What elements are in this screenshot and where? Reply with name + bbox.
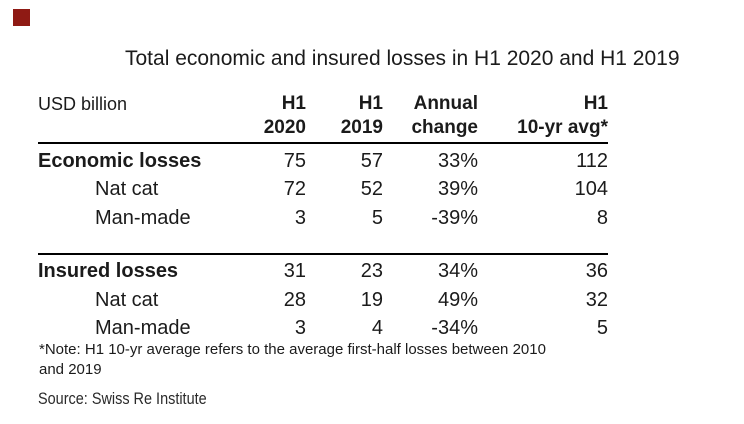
section-economic-losses: Economic losses 75 57 33% 112 Nat cat 72… <box>38 147 608 233</box>
value-h1-2019: 5 <box>371 206 383 229</box>
table-row-insured-nat-cat: Nat cat 28 19 49% 32 <box>38 286 608 315</box>
value-h1-2019: 4 <box>371 317 383 340</box>
value-10yr-avg: 8 <box>596 206 608 229</box>
row-label: Insured losses <box>38 260 179 283</box>
table-row-insured-man-made: Man-made 3 4 -34% 5 <box>38 315 608 344</box>
value-h1-2020: 3 <box>294 317 306 340</box>
value-h1-2020: 31 <box>283 260 306 283</box>
value-h1-2020: 72 <box>283 178 306 201</box>
table-header-line2: 2020 2019 change 10-yr avg* <box>38 116 608 140</box>
value-annual-change: 49% <box>437 288 478 311</box>
col-header-annual-change-line1: Annual <box>413 93 478 114</box>
value-10yr-avg: 112 <box>576 149 608 172</box>
header-rule <box>38 142 608 144</box>
footnote: *Note: H1 10-yr average refers to the av… <box>39 340 546 379</box>
section-divider-rule <box>38 252 608 255</box>
source-attribution: Source: Swiss Re Institute <box>38 389 207 408</box>
chart-title: Total economic and insured losses in H1 … <box>125 47 680 70</box>
value-10yr-avg: 104 <box>574 178 608 201</box>
value-10yr-avg: 5 <box>596 317 608 340</box>
col-header-h1-2020-line2: 2020 <box>263 117 306 138</box>
value-h1-2019: 19 <box>360 288 383 311</box>
table-header-line1: USD billion H1 H1 Annual H1 <box>38 92 608 116</box>
value-h1-2020: 3 <box>294 206 306 229</box>
value-annual-change: 34% <box>437 260 478 283</box>
footnote-line2: and 2019 <box>39 360 102 378</box>
col-header-annual-change-line2: change <box>411 117 478 138</box>
table-row-insured-losses: Insured losses 31 23 34% 36 <box>38 258 608 287</box>
row-label: Nat cat <box>95 178 159 201</box>
value-h1-2019: 23 <box>360 260 383 283</box>
col-header-h1-2019-line2: 2019 <box>340 117 383 138</box>
losses-table: USD billion H1 H1 Annual H1 2020 2019 ch… <box>38 92 608 343</box>
col-header-10yr-avg-line2: 10-yr avg* <box>517 117 608 138</box>
section-insured-losses: Insured losses 31 23 34% 36 Nat cat 28 1… <box>38 258 608 344</box>
table-row-economic-man-made: Man-made 3 5 -39% 8 <box>38 204 608 233</box>
footnote-line1: *Note: H1 10-yr average refers to the av… <box>39 341 546 358</box>
brand-accent-square <box>13 9 30 26</box>
table-row-economic-nat-cat: Nat cat 72 52 39% 104 <box>38 176 608 205</box>
value-annual-change: 33% <box>437 149 478 172</box>
value-h1-2019: 57 <box>360 149 383 172</box>
col-header-h1-2020-line1: H1 <box>281 93 306 114</box>
row-label: Man-made <box>95 317 191 340</box>
value-10yr-avg: 36 <box>585 260 608 283</box>
value-annual-change: -39% <box>431 206 478 229</box>
col-header-10yr-avg-line1: H1 <box>583 93 608 114</box>
row-label: Man-made <box>95 206 191 229</box>
value-h1-2020: 28 <box>283 288 306 311</box>
unit-label: USD billion <box>38 94 128 114</box>
row-label: Nat cat <box>95 288 159 311</box>
value-h1-2019: 52 <box>360 178 383 201</box>
value-annual-change: -34% <box>431 317 478 340</box>
value-annual-change: 39% <box>437 178 478 201</box>
col-header-h1-2019-line1: H1 <box>358 93 383 114</box>
value-h1-2020: 75 <box>283 149 306 172</box>
row-label: Economic losses <box>38 149 202 172</box>
value-10yr-avg: 32 <box>585 288 608 311</box>
table-row-economic-losses: Economic losses 75 57 33% 112 <box>38 147 608 176</box>
